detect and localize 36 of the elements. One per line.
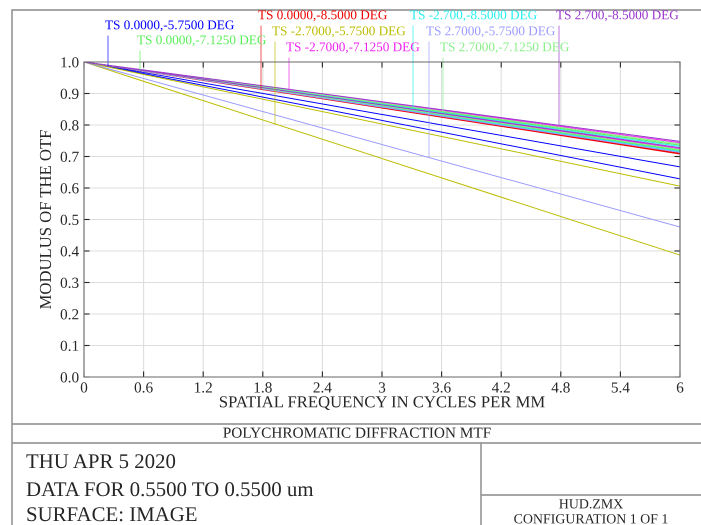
y-tick-label: 0.7 xyxy=(60,152,79,162)
text: TS 2.700,-8.5000 DEG xyxy=(556,10,678,22)
y-axis-title: MODULUS OF THE OTF xyxy=(40,130,52,309)
y-tick-label: 1.0 xyxy=(61,57,79,68)
y-tick-label: 0.2 xyxy=(60,309,78,320)
x-tick-label: 5.4 xyxy=(612,382,630,393)
text: SURFACE: IMAGE xyxy=(27,507,196,522)
y-tick-label: 0.9 xyxy=(60,88,79,100)
x-tick-label: 1.2 xyxy=(194,382,212,393)
x-tick-label: 4.2 xyxy=(492,382,510,393)
x-tick-label: 1.8 xyxy=(254,382,272,393)
y-tick-label: 0.3 xyxy=(60,278,79,288)
y-tick-label: 0.1 xyxy=(60,340,78,352)
text: TS -2.700,-8.5000 DEG xyxy=(410,10,537,22)
x-tick-label: 3.6 xyxy=(432,382,451,393)
x-axis-title: SPATIAL FREQUENCY IN CYCLES PER MM xyxy=(220,396,545,410)
x-tick-label: 0 xyxy=(80,382,88,393)
x-tick-label: 0.6 xyxy=(134,382,153,393)
x-tick-label: 3 xyxy=(378,382,386,393)
text: THU APR 5 2020 xyxy=(26,454,176,468)
x-tick-label: 6 xyxy=(676,382,684,393)
x-tick-label: 4.8 xyxy=(552,382,570,393)
text: TS 2.7000,-5.7500 DEG xyxy=(426,26,555,38)
y-tick-label: 0.0 xyxy=(60,372,79,383)
text: CONFIGURATION 1 OF 1 xyxy=(514,514,668,524)
y-tick-label: 0.4 xyxy=(60,246,79,257)
text: HUD.ZMX xyxy=(559,499,623,509)
text: TS 0.0000,-8.5000 DEG xyxy=(258,10,387,22)
y-tick-label: 0.5 xyxy=(60,214,79,226)
y-tick-label: 0.8 xyxy=(60,120,79,131)
x-tick-label: 2.4 xyxy=(314,382,332,393)
text: DATA FOR 0.5500 TO 0.5500 um xyxy=(26,482,314,496)
y-tick-label: 0.6 xyxy=(60,183,79,194)
text: TS -2.7000,-5.7500 DEG xyxy=(272,26,406,38)
text: POLYCHROMATIC DIFFRACTION MTF xyxy=(223,428,491,438)
text: TS 0.0000,-5.7500 DEG xyxy=(105,20,234,32)
